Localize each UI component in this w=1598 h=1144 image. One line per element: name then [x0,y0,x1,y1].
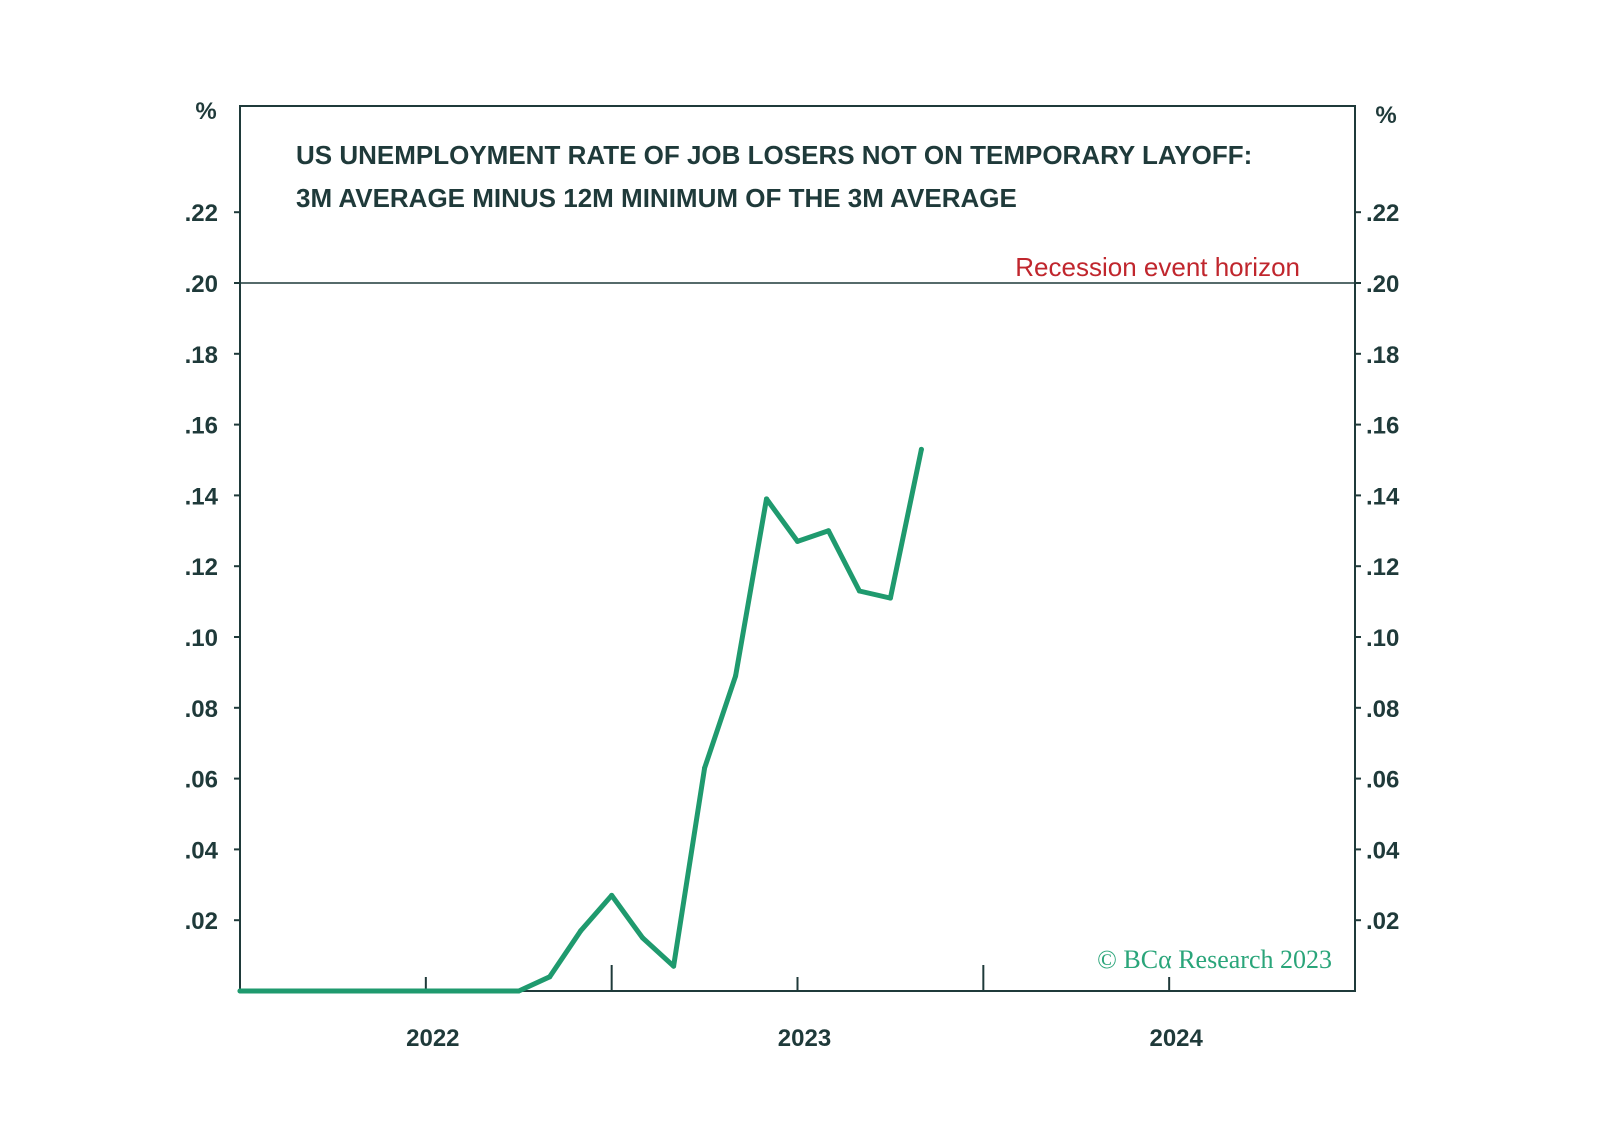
series-point [268,988,274,994]
y-tick-label-left: .14 [185,483,219,510]
series-point [578,928,584,934]
y-tick-label-right: .12 [1366,554,1399,581]
series-point [702,765,708,771]
y-tick-label-right: .18 [1366,342,1399,369]
series-point [795,538,800,544]
x-tick-label: 2024 [1149,1025,1203,1052]
series-point [330,988,336,994]
y-tick-label-left: .06 [185,767,218,794]
series-point [237,988,243,994]
y-tick-label-left: .02 [185,908,218,935]
y-tick-label-left: .16 [185,413,218,440]
y-tick-label-right: .04 [1366,837,1400,864]
recession-event-horizon-label: Recession event horizon [1015,252,1300,282]
y-tick-label-right: .22 [1366,200,1399,227]
y-unit-left: % [195,98,216,125]
series-point [856,588,862,594]
series-point [918,446,924,452]
series-point [764,496,770,502]
y-tick-label-left: .08 [185,696,218,723]
copyright-note: © BCα Research 2023 [1097,945,1332,974]
series-point [361,988,367,994]
series-group [237,446,924,994]
series-line [237,446,924,994]
chart-title-line-1: US UNEMPLOYMENT RATE OF JOB LOSERS NOT O… [296,140,1252,170]
y-tick-label-left: .22 [185,200,218,227]
y-tick-label-right: .06 [1366,767,1399,794]
x-tick-label: 2023 [778,1025,831,1052]
series-point [485,988,491,994]
y-tick-label-right: .14 [1366,483,1400,510]
y-axis-ticks: .02 .02 .04 .04 .06 .06 .08 .08 .10 .10 .12 .12 .14.… [185,200,1400,935]
plot-frame [239,105,1356,992]
series-point [733,673,739,679]
series-point [299,988,305,994]
series-point [454,988,460,994]
y-tick-label-left: .12 [185,554,218,581]
y-tick-label-right: .10 [1366,625,1399,652]
series-point [825,528,831,534]
y-tick-label-left: .18 [185,342,218,369]
y-tick-label-right: .02 [1366,908,1399,935]
y-tick-label-left: .04 [185,837,219,864]
series-point [423,988,429,994]
y-tick-label-left: .10 [185,625,218,652]
chart-title-line-2: 3M AVERAGE MINUS 12M MINIMUM OF THE 3M A… [296,183,1017,213]
y-tick-label-right: .08 [1366,696,1399,723]
series-point [392,988,398,994]
x-axis-ticks: 2022 2023 2024 [239,965,1356,1052]
series-point [887,595,893,601]
series-point [640,935,646,941]
series-point [671,963,677,969]
series-point [516,988,522,994]
series-point [547,974,553,980]
y-tick-label-right: .16 [1366,413,1399,440]
x-tick-label: 2022 [406,1025,459,1052]
y-unit-right: % [1375,102,1396,129]
y-tick-label-right: .20 [1366,271,1399,298]
y-tick-label-left: .20 [185,271,218,298]
series-point [609,892,615,898]
